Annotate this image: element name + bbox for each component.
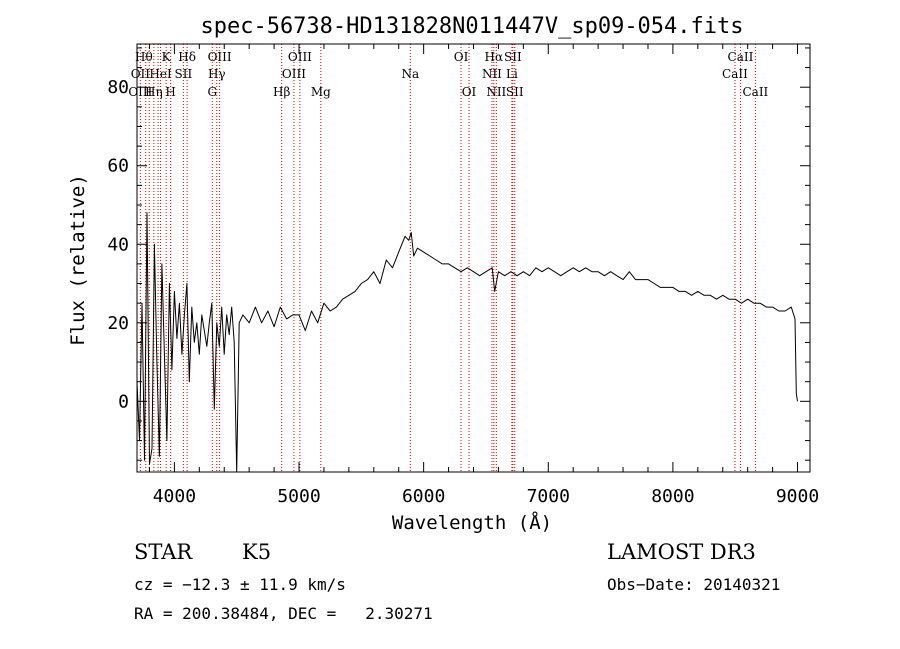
x-axis-ticks: 4000 5000 6000 7000 8000 9000 [148, 44, 819, 507]
line-label: NII [482, 67, 502, 81]
x-tick-label: 6000 [402, 486, 445, 507]
chart-title: spec-56738-HD131828N011447V_sp09-054.fit… [200, 14, 743, 39]
line-label: OIII [282, 67, 306, 81]
y-tick-label: 20 [107, 313, 129, 334]
y-tick-label: 60 [107, 156, 129, 177]
y-axis-label: Flux (relative) [67, 174, 89, 346]
object-subclass: K5 [242, 540, 272, 564]
y-tick-label: 80 [107, 77, 129, 98]
line-label: Hβ [273, 85, 290, 99]
x-tick-label: 8000 [651, 486, 694, 507]
line-label: OII [131, 67, 151, 81]
line-label: OI [454, 50, 469, 64]
line-label: Mg [311, 85, 331, 99]
line-label: H [165, 85, 175, 99]
line-label: NII [486, 85, 506, 99]
x-tick-label: 4000 [153, 486, 196, 507]
line-label: CaII [742, 85, 768, 99]
line-label: SII [175, 67, 193, 81]
line-label: Hα [485, 50, 504, 64]
line-label: CaII [722, 67, 748, 81]
spectrum-line-0 [136, 212, 798, 473]
line-label: SII [506, 85, 524, 99]
line-label: Hη [145, 85, 163, 99]
line-label: Na [401, 67, 419, 81]
x-tick-label: 9000 [776, 486, 819, 507]
line-label: SII [504, 50, 522, 64]
y-tick-label: 0 [118, 391, 129, 412]
line-label: OI [462, 85, 477, 99]
x-axis-label: Wavelength (Å) [392, 511, 552, 534]
x-tick-label: 5000 [277, 486, 320, 507]
observation-date: Obs−Date: 20140321 [607, 575, 781, 594]
redshift-info: cz = −12.3 ± 11.9 km/s [134, 575, 346, 594]
line-label: OIII [208, 50, 232, 64]
line-label: OIII [288, 50, 312, 64]
line-label: Hθ [135, 50, 153, 64]
line-markers [139, 44, 756, 472]
spectrum-layer [136, 212, 798, 473]
y-tick-label: 40 [107, 234, 129, 255]
object-class: STAR [134, 540, 193, 564]
x-tick-label: 7000 [527, 486, 570, 507]
line-label: OIII [128, 85, 152, 99]
line-label: Li [506, 67, 518, 81]
line-label: HeI [149, 67, 172, 81]
y-axis-ticks: 0 20 40 60 80 [107, 47, 810, 461]
line-label: CaII [728, 50, 754, 64]
line-label: K [162, 50, 172, 64]
line-label: G [207, 85, 217, 99]
line-label: Hδ [178, 50, 196, 64]
coordinates-info: RA = 200.38484, DEC = 2.30271 [134, 604, 433, 623]
survey-name: LAMOST DR3 [607, 540, 756, 564]
line-label: Hγ [208, 67, 226, 81]
